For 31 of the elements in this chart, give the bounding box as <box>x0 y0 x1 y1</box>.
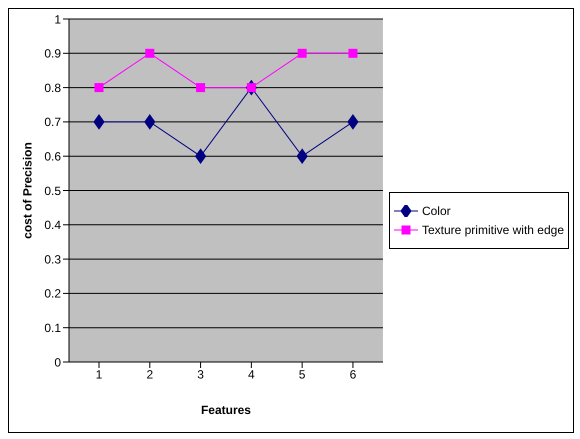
legend-label: Texture primitive with edge <box>422 223 564 237</box>
y-tick-label: 0.2 <box>44 286 62 301</box>
x-axis-title: Features <box>200 403 252 417</box>
y-tick-label: 0.8 <box>44 80 62 95</box>
x-tick-label: 1 <box>96 368 103 382</box>
point <box>144 114 156 130</box>
x-tick-label: 2 <box>146 368 154 382</box>
x-tick-label: 4 <box>248 368 256 382</box>
x-tick-label: 6 <box>350 368 357 382</box>
point <box>145 48 154 58</box>
point <box>348 48 358 58</box>
y-tick-label: 0.9 <box>44 46 62 61</box>
y-tick-label: 0.6 <box>44 149 62 164</box>
y-tick-label: 0.7 <box>44 115 62 130</box>
point <box>94 114 104 130</box>
y-axis-title: cost of Precision <box>20 142 34 239</box>
point <box>296 148 308 164</box>
y-tick-label: 0.1 <box>44 320 62 335</box>
point <box>347 114 358 130</box>
x-tick-label: 3 <box>197 368 204 382</box>
legend-label: Color <box>422 204 451 218</box>
point <box>195 148 206 164</box>
y-tick-label: 0.3 <box>44 252 62 266</box>
point <box>196 83 206 92</box>
y-tick-label: 1 <box>54 12 62 26</box>
x-tick-label: 5 <box>298 368 306 382</box>
y-tick-label: 0.4 <box>44 218 62 232</box>
point <box>94 83 104 92</box>
y-tick-label: 0.5 <box>44 184 62 198</box>
y-tick-label: 0 <box>54 355 62 370</box>
point <box>298 48 307 58</box>
